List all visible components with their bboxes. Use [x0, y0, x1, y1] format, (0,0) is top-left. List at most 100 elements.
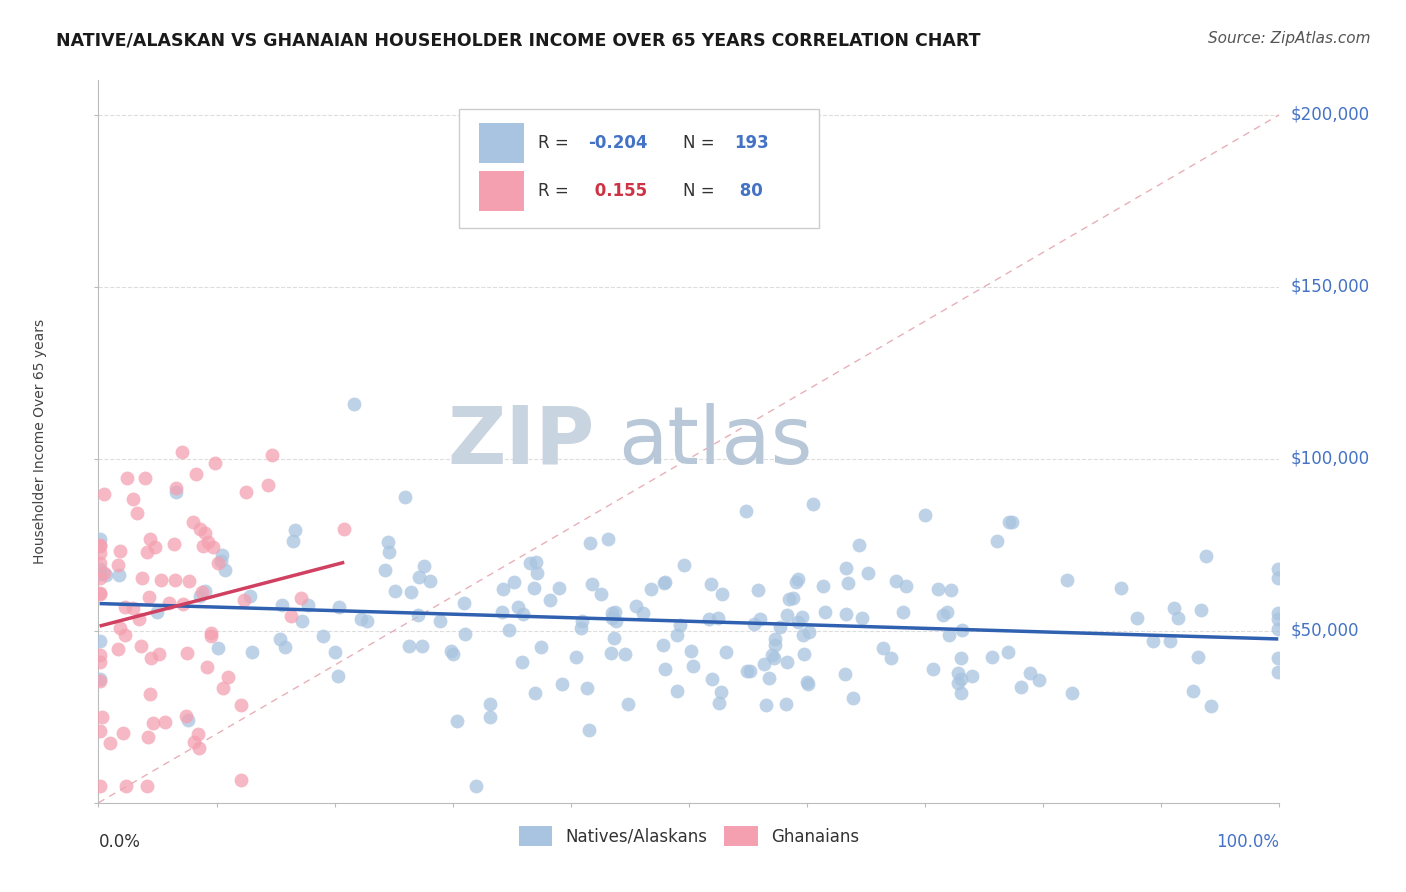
Point [232, 592, 254, 607]
Point [616, 697, 638, 711]
Point [986, 533, 1008, 548]
Point [738, 664, 761, 678]
Point [107, 558, 129, 573]
Point [669, 618, 692, 632]
Point [1195, 549, 1218, 563]
Point [797, 677, 820, 691]
Point [89, 540, 111, 554]
Point [949, 686, 972, 700]
Text: $100,000: $100,000 [1291, 450, 1369, 467]
Point [834, 607, 856, 621]
Point [89, 546, 111, 560]
Point [284, 523, 307, 537]
Point [938, 628, 960, 642]
Point [834, 666, 856, 681]
Point [211, 548, 233, 562]
Point [136, 779, 159, 793]
Point [98, 736, 121, 750]
Point [714, 645, 737, 659]
Point [187, 727, 209, 741]
Point [1000, 516, 1022, 530]
Point [775, 697, 797, 711]
Point [197, 535, 219, 549]
Point [172, 598, 194, 612]
Point [624, 599, 647, 613]
Point [176, 646, 198, 660]
Point [1187, 650, 1209, 665]
Point [93, 566, 115, 580]
Point [790, 609, 813, 624]
Point [165, 485, 187, 500]
Point [786, 615, 808, 630]
Point [700, 577, 723, 591]
Point [548, 581, 571, 595]
Point [1267, 606, 1289, 620]
Point [148, 647, 170, 661]
Point [217, 670, 239, 684]
Point [600, 606, 623, 620]
Point [1267, 612, 1289, 626]
Point [980, 649, 1002, 664]
Point [464, 779, 486, 793]
Point [453, 596, 475, 610]
Point [412, 558, 434, 573]
Point [922, 662, 945, 676]
Point [200, 629, 222, 643]
Point [946, 676, 969, 690]
Point [94, 567, 117, 582]
Point [1018, 665, 1040, 680]
Point [89, 648, 111, 662]
Point [1267, 665, 1289, 680]
Point [1267, 623, 1289, 637]
Point [811, 579, 834, 593]
Text: 193: 193 [734, 134, 769, 153]
Point [207, 640, 229, 655]
Point [591, 587, 613, 601]
Point [90, 709, 112, 723]
Point [200, 626, 222, 640]
Point [377, 535, 399, 549]
Point [891, 605, 914, 619]
Point [155, 714, 177, 729]
Point [851, 611, 873, 625]
Text: 0.0%: 0.0% [98, 833, 141, 851]
Point [157, 596, 180, 610]
Point [271, 598, 294, 612]
Text: $200,000: $200,000 [1291, 105, 1369, 124]
Point [1109, 582, 1132, 596]
Point [283, 533, 305, 548]
Point [115, 779, 138, 793]
Point [165, 482, 187, 496]
Point [89, 586, 111, 600]
Point [89, 723, 111, 738]
Point [89, 532, 111, 546]
Point [734, 504, 756, 518]
Point [538, 592, 561, 607]
Point [706, 611, 728, 625]
Point [814, 605, 837, 619]
Point [107, 642, 129, 657]
Point [1056, 573, 1078, 587]
Legend: Natives/Alaskans, Ghanaians: Natives/Alaskans, Ghanaians [512, 820, 866, 852]
Point [761, 648, 783, 662]
Point [1062, 686, 1084, 700]
Point [763, 638, 786, 652]
Point [183, 515, 205, 529]
Point [1267, 571, 1289, 585]
Point [697, 612, 720, 626]
Point [1167, 611, 1189, 625]
Point [1267, 651, 1289, 665]
Point [603, 605, 626, 619]
Point [114, 628, 136, 642]
Point [603, 632, 626, 646]
Text: ZIP: ZIP [447, 402, 595, 481]
Point [207, 556, 229, 570]
Point [550, 677, 572, 691]
Point [280, 609, 302, 624]
Point [949, 651, 972, 665]
Point [914, 508, 936, 523]
Point [569, 621, 592, 635]
Point [406, 607, 429, 622]
Text: 80: 80 [734, 182, 762, 200]
Text: NATIVE/ALASKAN VS GHANAIAN HOUSEHOLDER INCOME OVER 65 YEARS CORRELATION CHART: NATIVE/ALASKAN VS GHANAIAN HOUSEHOLDER I… [56, 31, 981, 49]
